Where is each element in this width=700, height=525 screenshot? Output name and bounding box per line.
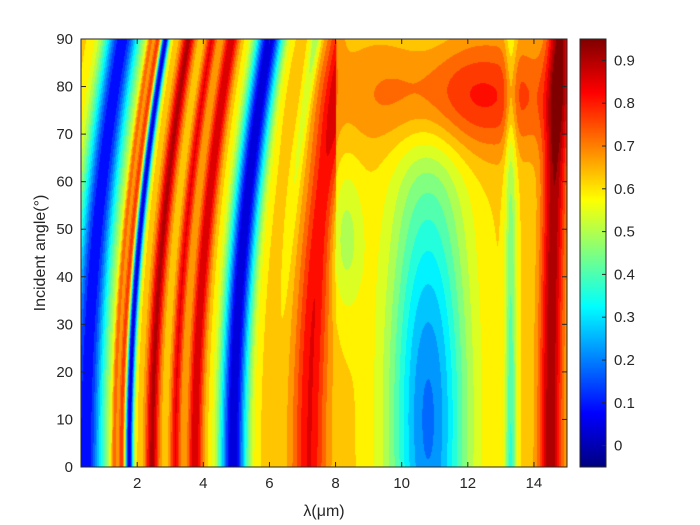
y-tick-label: 40 (56, 269, 73, 286)
x-tick-label: 2 (133, 475, 141, 492)
colorbar-frame (579, 38, 607, 468)
colorbar-tick-label: 0.1 (614, 395, 635, 412)
colorbar-raster (580, 39, 606, 467)
colorbar-tick-label: 0.8 (614, 95, 635, 112)
plot-area (80, 38, 568, 468)
heatmap-raster (81, 39, 567, 467)
y-tick-label: 60 (56, 174, 73, 191)
y-tick-label: 80 (56, 79, 73, 96)
colorbar: 0 0.1 0.2 0.3 0.4 0.5 0.6 0.7 0.8 0.9 (579, 38, 635, 468)
y-tick-label: 10 (56, 411, 73, 428)
colorbar-tick-label: 0.7 (614, 138, 635, 155)
colorbar-tick-label: 0.5 (614, 224, 635, 241)
heatmap-image (81, 39, 567, 467)
x-tick-label: 14 (526, 475, 543, 492)
colorbar-tick-label: 0.3 (614, 309, 635, 326)
y-tick-label: 50 (56, 221, 73, 238)
colorbar-tick-label: 0.4 (614, 266, 635, 283)
y-axis: 0 10 20 30 40 50 60 70 80 90 (56, 31, 567, 476)
plot-frame (80, 38, 568, 468)
colorbar-gradient (580, 39, 606, 467)
colorbar-tick-label: 0 (614, 438, 622, 455)
x-tick-label: 10 (393, 475, 410, 492)
y-tick-label: 30 (56, 316, 73, 333)
colorbar-ticks: 0 0.1 0.2 0.3 0.4 0.5 0.6 0.7 0.8 0.9 (602, 52, 635, 455)
x-axis: 2 4 6 8 10 12 14 (133, 39, 542, 492)
watermark-text: 知乎 @程序猿老王 (512, 485, 645, 504)
x-axis-label: λ(μm) (303, 503, 344, 520)
colorbar-tick-label: 0.6 (614, 181, 635, 198)
colorbar-tick-label: 0.2 (614, 352, 635, 369)
y-tick-label: 70 (56, 126, 73, 143)
x-tick-label: 4 (199, 475, 207, 492)
x-tick-label: 6 (265, 475, 273, 492)
y-axis-label: Incident angle(°) (32, 195, 49, 312)
x-tick-label: 12 (459, 475, 476, 492)
x-tick-label: 8 (331, 475, 339, 492)
colorbar-tick-label: 0.9 (614, 52, 635, 69)
y-tick-label: 90 (56, 31, 73, 48)
y-tick-label: 0 (65, 459, 73, 476)
y-tick-label: 20 (56, 364, 73, 381)
